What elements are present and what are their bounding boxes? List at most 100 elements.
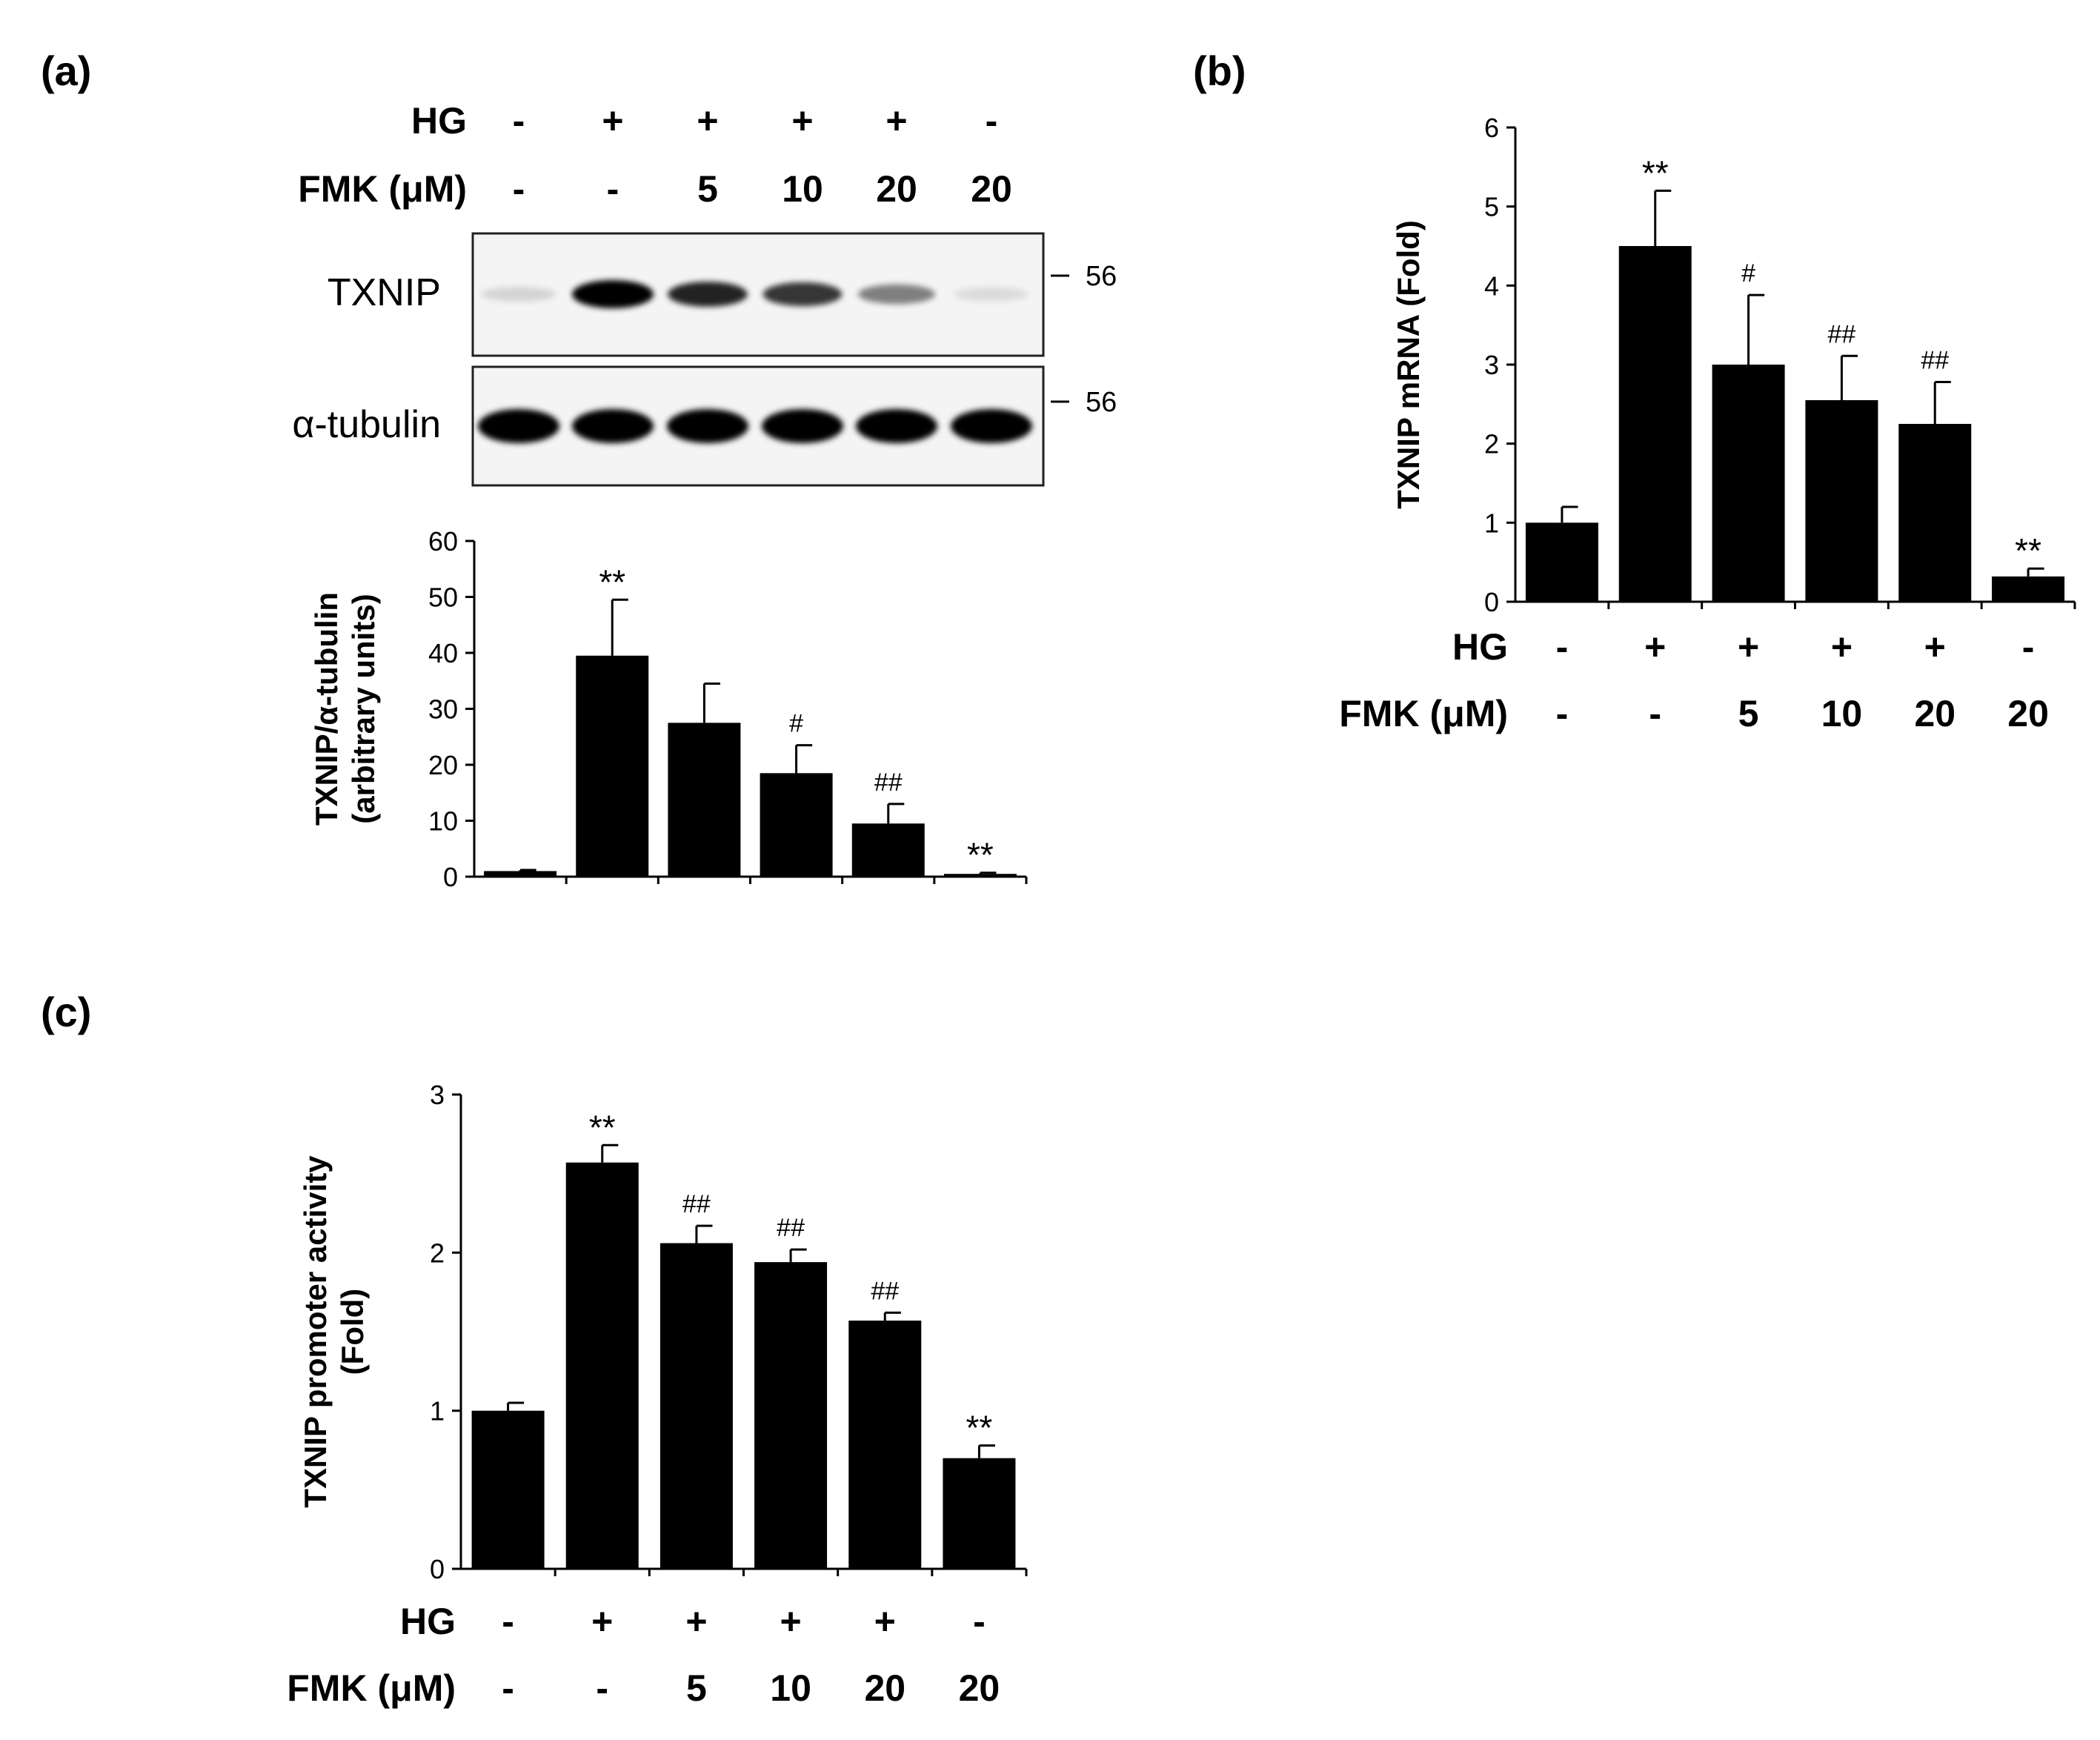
- fmk-value: 20: [876, 168, 917, 210]
- significance-annotation: **: [1642, 153, 1669, 192]
- fmk-value: 20: [959, 1667, 1000, 1709]
- bar: [1525, 522, 1598, 602]
- blot-band: [954, 287, 1029, 302]
- hg-value: +: [602, 100, 623, 142]
- bar: [1992, 576, 2065, 602]
- significance-annotation: ##: [1828, 320, 1856, 348]
- bar: [754, 1262, 828, 1569]
- blot-band: [478, 409, 559, 443]
- mw-marker-txnip: 56: [1086, 261, 1117, 292]
- significance-annotation: **: [2015, 531, 2041, 570]
- hg-value: -: [986, 100, 998, 142]
- fmk-label: FMK (μM): [287, 1667, 456, 1709]
- y-tick-label: 0: [430, 1554, 445, 1584]
- significance-annotation: ##: [874, 768, 903, 797]
- bar: [1712, 365, 1785, 602]
- fmk-value: -: [502, 1667, 514, 1709]
- western-blot: TXNIP α-tubulin 56 56: [292, 232, 1117, 487]
- hg-value: -: [973, 1601, 986, 1642]
- y-tick-label: 6: [1484, 113, 1499, 143]
- fmk-value: -: [513, 168, 525, 210]
- y-tick-label: 20: [428, 750, 458, 780]
- fmk-value: -: [1649, 693, 1661, 734]
- fmk-value: 10: [770, 1667, 811, 1709]
- hg-value: -: [1556, 626, 1569, 668]
- chart-c: 0 1 2 3 ** ## ## ## ** TXNIP promoter activity (Fo…: [298, 1080, 1028, 1584]
- fmk-value: -: [1556, 693, 1569, 734]
- fmk-value: -: [607, 168, 619, 210]
- bar: [484, 871, 557, 877]
- y-tick-label: 2: [430, 1238, 445, 1268]
- significance-annotation: **: [599, 562, 625, 601]
- blot-frame-txnip: [471, 232, 1045, 357]
- bar: [1618, 246, 1692, 602]
- panel-label-c: (c): [41, 989, 91, 1035]
- y-axis-label: TXNIP mRNA (Fold): [1391, 220, 1426, 509]
- hg-value: +: [591, 1601, 613, 1642]
- panel-label-a: (a): [41, 47, 91, 94]
- hg-value: -: [513, 100, 525, 142]
- bar: [565, 1162, 639, 1569]
- blot-label-tubulin: α-tubulin: [292, 403, 441, 446]
- blot-band: [858, 284, 935, 305]
- bar: [668, 723, 741, 877]
- blot-band: [951, 409, 1032, 443]
- blot-band: [667, 409, 748, 443]
- y-tick-label: 4: [1484, 270, 1499, 301]
- bar: [848, 1321, 922, 1569]
- y-tick-label: 1: [1484, 508, 1499, 538]
- bar: [943, 1458, 1016, 1569]
- bar: [1898, 424, 1972, 602]
- blot-band: [572, 280, 654, 308]
- panel-a-conditions: HG FMK (μM) - + + + + - - - 5 10 20 20: [298, 100, 1012, 210]
- panel-c-conditions: HG FMK (μM) - + + + + - - - 5 10 20 20: [287, 1601, 1000, 1709]
- hg-value: +: [885, 100, 907, 142]
- hg-value: +: [1644, 626, 1666, 668]
- y-axis-label: TXNIP/α-tubulin: [309, 592, 344, 826]
- bar: [760, 773, 833, 877]
- y-axis-label: TXNIP promoter activity: [298, 1155, 333, 1508]
- y-tick-label: 0: [443, 862, 458, 892]
- significance-annotation: **: [966, 1409, 993, 1447]
- y-tick-label: 5: [1484, 192, 1499, 222]
- y-tick-label: 2: [1484, 429, 1499, 459]
- bar: [1805, 400, 1878, 602]
- blot-band: [762, 409, 843, 443]
- hg-value: +: [697, 100, 718, 142]
- y-tick-label: 60: [428, 526, 458, 557]
- y-axis-label: (Fold): [335, 1289, 370, 1375]
- hg-value: +: [1831, 626, 1853, 668]
- significance-annotation: #: [1741, 259, 1755, 288]
- fmk-value: 10: [782, 168, 823, 210]
- hg-value: +: [791, 100, 813, 142]
- blot-band: [762, 282, 843, 307]
- y-tick-label: 40: [428, 638, 458, 668]
- fmk-label: FMK (μM): [298, 168, 467, 210]
- bar: [471, 1410, 545, 1569]
- y-tick-label: 10: [428, 806, 458, 837]
- fmk-value: -: [596, 1667, 608, 1709]
- y-tick-label: 30: [428, 694, 458, 725]
- y-tick-label: 1: [430, 1396, 445, 1427]
- panel-label-b: (b): [1193, 47, 1246, 94]
- fmk-value: 20: [1914, 693, 1956, 734]
- significance-annotation: ##: [871, 1277, 899, 1305]
- significance-annotation: **: [967, 836, 994, 874]
- fmk-label: FMK (μM): [1339, 693, 1508, 734]
- y-axis-label: (arbitrary units): [346, 594, 381, 823]
- blot-frame-tubulin: [471, 365, 1045, 487]
- hg-label: HG: [411, 100, 467, 142]
- significance-annotation: #: [789, 710, 803, 738]
- panel-b-conditions: HG FMK (μM) - + + + + - - - 5 10 20 20: [1339, 626, 2049, 734]
- bar: [576, 655, 649, 877]
- fmk-value: 20: [864, 1667, 906, 1709]
- significance-annotation: ##: [1921, 346, 1949, 374]
- hg-value: -: [2022, 626, 2035, 668]
- fmk-value: 10: [1821, 693, 1863, 734]
- hg-value: +: [1924, 626, 1946, 668]
- fmk-value: 5: [697, 168, 718, 210]
- hg-label: HG: [1452, 626, 1508, 668]
- blot-band: [481, 287, 556, 302]
